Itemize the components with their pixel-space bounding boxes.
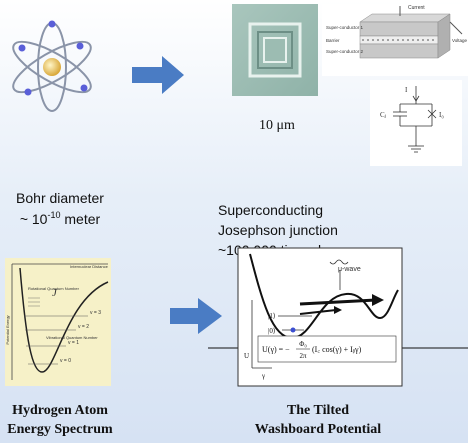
josephson-text: Josephson junction xyxy=(218,222,338,238)
state-label: |0⟩ xyxy=(268,327,276,335)
axis-label: γ xyxy=(261,372,265,380)
level-label: v = 0 xyxy=(60,358,71,364)
formula: 2π xyxy=(299,352,307,360)
bohr-suffix: meter xyxy=(60,211,100,227)
circuit-label: I₀ xyxy=(439,111,444,119)
formula: U(γ) = − xyxy=(262,345,290,354)
atom-image xyxy=(12,20,92,112)
junction-diagram: Current Super-conductor 1 Barrier Super-… xyxy=(322,4,468,76)
junction-label: Super-conductor 1 xyxy=(326,25,364,30)
bohr-text: ~ 10-10 meter xyxy=(20,210,101,227)
junction-label: Current xyxy=(408,5,425,11)
circuit-label: I xyxy=(405,86,408,94)
axis-label: U xyxy=(244,352,249,360)
state-label: |1⟩ xyxy=(268,312,276,320)
chip-photo xyxy=(232,4,318,96)
caption: Hydrogen Atom xyxy=(12,403,108,418)
scale-label: 10 μm xyxy=(259,118,295,133)
graph-label: Rotational Quantum Number xyxy=(28,286,80,291)
arrow xyxy=(170,298,222,334)
formula: (I꜀ cos(γ) + Iᵦγ) xyxy=(312,345,362,354)
josephson-text: Superconducting xyxy=(218,202,323,218)
arrow xyxy=(132,56,184,94)
caption: Washboard Potential xyxy=(255,422,382,437)
graph-label: J xyxy=(52,287,58,299)
hydrogen-graph: Internuclear Distance Potential Energy R… xyxy=(5,258,111,386)
junction-label: Voltage xyxy=(452,38,468,43)
level-label: v = 2 xyxy=(78,324,89,330)
caption: The Tilted xyxy=(287,403,349,418)
formula: Φ₀ xyxy=(299,340,307,348)
graph-label: Internuclear Distance xyxy=(70,264,109,269)
junction-label: Barrier xyxy=(326,38,340,43)
circuit-label: Cⱼ xyxy=(380,111,386,119)
washboard-graph: μ-wave |1⟩ |0⟩ U γ U(γ) = − Φ₀ 2π (I꜀ co… xyxy=(237,247,403,387)
junction-label: Super-conductor 2 xyxy=(326,49,364,54)
caption: Energy Spectrum xyxy=(7,422,113,437)
circuit-diagram: I Cⱼ I₀ xyxy=(370,80,462,166)
level-label: v = 3 xyxy=(90,310,101,316)
microwave-label: μ-wave xyxy=(338,266,361,273)
level-label: v = 1 xyxy=(68,340,79,346)
bohr-exponent: -10 xyxy=(47,210,60,220)
bohr-prefix: ~ 10 xyxy=(20,211,48,227)
graph-label: Potential Energy xyxy=(5,315,10,344)
bohr-text: Bohr diameter xyxy=(16,190,104,206)
graph-label: Vibrational Quantum Number xyxy=(46,335,98,340)
